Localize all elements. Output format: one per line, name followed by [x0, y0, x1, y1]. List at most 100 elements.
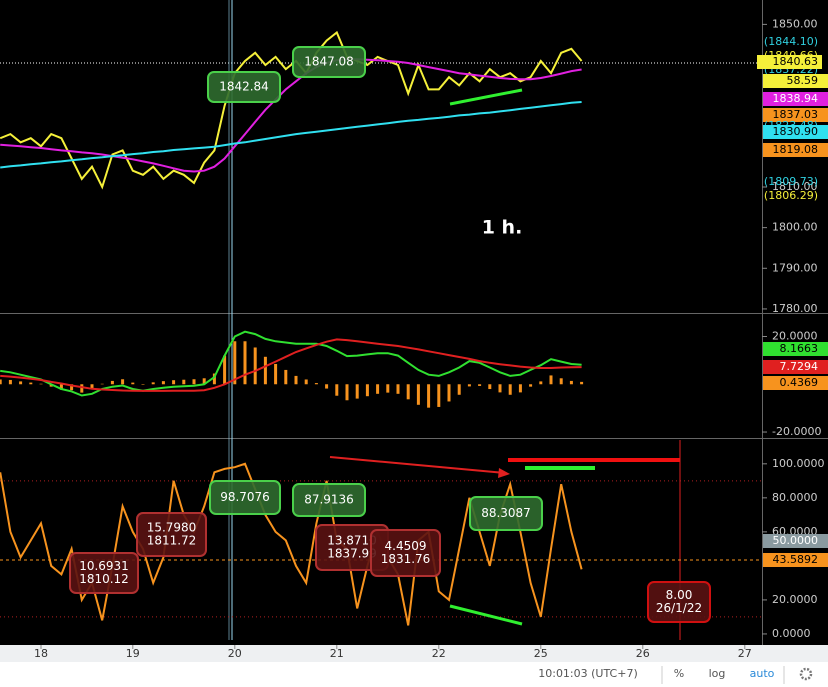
histogram-bar	[539, 381, 543, 385]
histogram-bar	[580, 381, 584, 385]
y-tick-label: 1800.00	[772, 221, 818, 234]
log-button[interactable]: log	[709, 667, 726, 680]
price-label-box	[757, 55, 822, 69]
annotation-box	[370, 529, 441, 577]
histogram-bar	[131, 382, 135, 385]
annotation: 87.9136	[292, 483, 366, 517]
price-label: 1840.63	[773, 55, 819, 68]
histogram-bar	[335, 384, 339, 396]
annotation-box	[292, 46, 366, 78]
histogram-bar	[161, 381, 165, 385]
annotation-text: 15.7980	[147, 521, 197, 535]
trend-line	[449, 604, 523, 626]
annotation-text: 4.4509	[385, 539, 427, 553]
histogram-bar	[49, 384, 53, 387]
histogram-bar	[151, 382, 155, 385]
annotation: 1842.84	[207, 71, 281, 103]
histogram-bar	[569, 380, 573, 385]
histogram-bar	[508, 384, 512, 395]
histogram-bar	[70, 384, 74, 391]
price-label-box	[763, 143, 828, 157]
arrow-head	[498, 468, 510, 478]
histogram-bar	[110, 380, 114, 385]
annotation-text: 13.8710	[327, 534, 377, 548]
x-tick-label: 22	[432, 647, 446, 660]
price-label: 1838.94	[773, 92, 819, 105]
histogram-bar	[263, 356, 267, 385]
percent-button[interactable]: %	[674, 667, 684, 680]
histogram-bar	[223, 355, 227, 385]
y-tick-label: 0.0000	[772, 627, 811, 640]
histogram-bar	[284, 369, 288, 385]
annotation-box	[69, 552, 139, 594]
histogram-bar	[202, 378, 206, 385]
histogram-bar	[447, 384, 451, 402]
x-tick-label: 25	[534, 647, 548, 660]
annotation-text: 1811.72	[147, 534, 197, 548]
price-label-box	[763, 360, 828, 374]
histogram-bar	[59, 384, 63, 390]
annotation-box	[469, 496, 543, 531]
series-line	[0, 330, 582, 397]
trend-line	[449, 88, 523, 106]
price-label: 7.7294	[780, 360, 819, 373]
plot-layer: 1850.00 1810.00 1800.00 1790.00 1780.00 1842.…	[0, 17, 828, 660]
histogram-bar	[172, 380, 176, 385]
price-label-box	[763, 74, 828, 88]
histogram-bar	[355, 384, 359, 399]
histogram-bar	[212, 373, 216, 385]
histogram-bar	[243, 341, 247, 385]
price-label-box	[763, 342, 828, 356]
price-label: (1806.29)	[764, 189, 818, 202]
histogram-bar	[559, 378, 563, 385]
histogram-bar	[19, 381, 23, 385]
annotation-text: 8.00	[666, 588, 693, 602]
histogram-bar	[467, 384, 471, 387]
histogram-bar	[314, 383, 318, 385]
y-tick-label: 1780.00	[772, 302, 818, 315]
toolbar	[0, 662, 828, 687]
settings-button[interactable]	[799, 667, 813, 681]
annotation-box	[292, 483, 366, 517]
histogram-bar	[529, 384, 533, 387]
histogram-bar	[192, 379, 196, 385]
price-label: 58.59	[787, 74, 819, 87]
price-label-box	[763, 376, 828, 390]
x-tick-label: 27	[738, 647, 752, 660]
histogram-bar	[29, 382, 33, 385]
histogram-bar	[182, 379, 186, 385]
annotation-box	[136, 512, 207, 557]
auto-button[interactable]: auto	[750, 667, 775, 680]
clock: 10:01:03 (UTC+7)	[538, 667, 638, 680]
histogram-bar	[39, 383, 43, 385]
histogram-bar	[457, 384, 461, 395]
y-tick-label: 1790.00	[772, 261, 818, 274]
histogram-bar	[325, 384, 329, 389]
y-tick-label: 80.0000	[772, 491, 818, 504]
arrow-line	[329, 456, 506, 474]
price-label: (1844.10)	[764, 35, 818, 48]
price-label: 0.4369	[780, 376, 819, 389]
y-tick-label: -20.0000	[772, 425, 821, 438]
y-tick-label: 20.0000	[772, 329, 818, 342]
histogram-bar	[376, 384, 380, 394]
price-label-box	[763, 92, 828, 106]
interval-label: 1 h.	[482, 217, 523, 239]
series-line	[0, 462, 583, 626]
annotation-text: 1831.76	[381, 552, 431, 566]
price-label-box	[763, 534, 828, 548]
histogram-bar	[549, 375, 553, 385]
annotation: 98.7076	[209, 480, 281, 515]
annotation-text: 26/1/22	[656, 601, 702, 615]
price-label: (1809.73)	[764, 175, 818, 188]
annotation: 88.3087	[469, 496, 543, 531]
series-line	[0, 58, 582, 173]
annotation-text: 1837.99	[327, 547, 377, 561]
histogram-bar	[437, 384, 441, 407]
histogram-bar	[274, 363, 278, 385]
annotation-box	[207, 71, 281, 103]
y-tick-label: 100.0000	[772, 457, 825, 470]
histogram-bar	[396, 384, 400, 394]
series-line	[0, 101, 582, 169]
